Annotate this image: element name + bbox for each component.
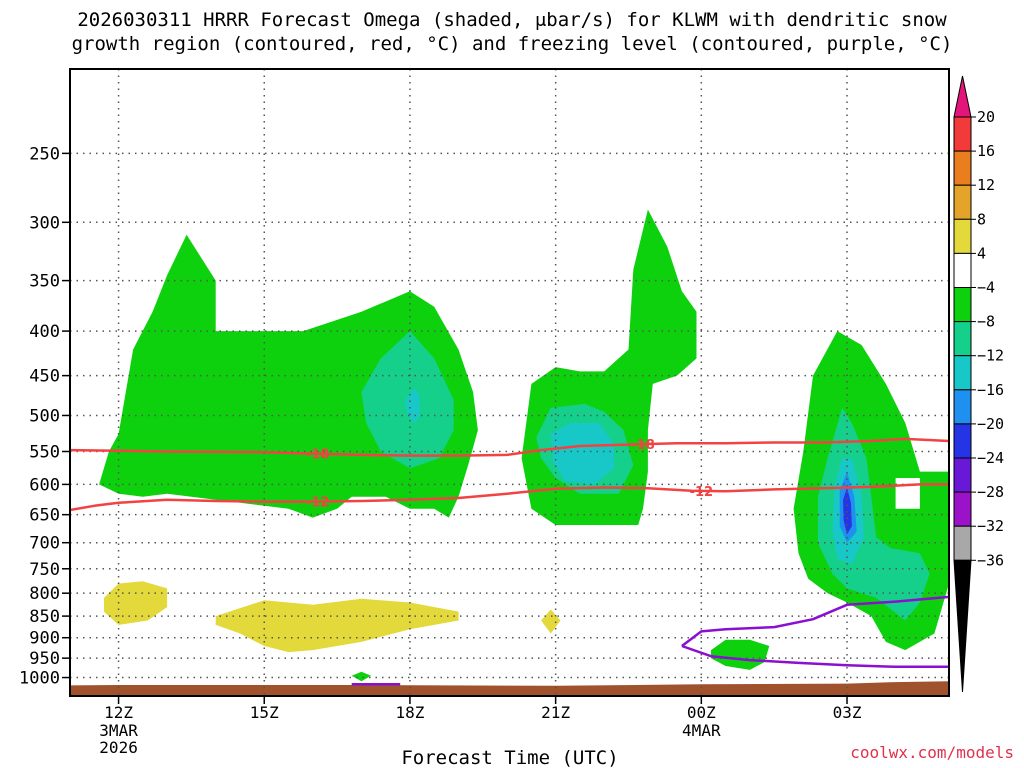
colorbar-tick-label: 20 xyxy=(977,108,995,126)
isotherm-label: -12 xyxy=(306,496,330,511)
green-region-e xyxy=(351,671,372,682)
colorbar-tick-label: 8 xyxy=(977,210,986,228)
y-tick-label: 600 xyxy=(29,475,60,495)
colorbar-tick-label: 12 xyxy=(977,176,995,194)
y-tick-label: 250 xyxy=(29,144,60,164)
colorbar-bin xyxy=(953,525,972,561)
colorbar-bin xyxy=(953,321,972,357)
colorbar-tick-label: −28 xyxy=(977,483,1004,501)
y-tick-label: 700 xyxy=(29,534,60,554)
colorbar-bin xyxy=(953,355,972,391)
cyan-region-a xyxy=(405,388,420,423)
colorbar-tick-label: −4 xyxy=(977,279,995,297)
x-tick-sublabel: 4MAR xyxy=(682,721,721,740)
green-region-d xyxy=(711,639,770,670)
colorbar-tick-label: 4 xyxy=(977,244,986,262)
yellow-region-a xyxy=(104,581,168,625)
colorbar-tick-label: −12 xyxy=(977,347,1004,365)
y-tick-label: 500 xyxy=(29,406,60,426)
isotherm-contour-minus12 xyxy=(69,483,949,512)
x-tick-sublabel: 2026 xyxy=(99,738,138,757)
isotherm-contour-minus18 xyxy=(69,437,950,457)
colorbar-tick-label: 16 xyxy=(977,142,995,160)
colorbar-bin xyxy=(953,423,972,459)
x-tick-sublabel: 3MAR xyxy=(99,721,138,740)
y-tick-label: 550 xyxy=(29,443,60,463)
y-tick-label: 650 xyxy=(29,506,60,526)
colorbar-bin xyxy=(953,389,972,425)
colorbar-bin xyxy=(953,287,972,323)
cyan-region-b xyxy=(550,423,614,485)
pressure-axis: 2503003504004505005506006507007508008509… xyxy=(19,144,70,689)
contour-layer: -18 -18 -12 -12 xyxy=(69,437,950,686)
freezing-level-contour-upper xyxy=(681,595,950,647)
colorbar-bin xyxy=(953,150,972,186)
y-tick-label: 800 xyxy=(29,584,60,604)
colorbar-tick-label: −8 xyxy=(977,313,995,331)
gridlines xyxy=(70,69,949,696)
chart-title-line-1: 2026030311 HRRR Forecast Omega (shaded, … xyxy=(77,9,947,31)
y-tick-label: 1000 xyxy=(19,669,60,689)
y-tick-label: 350 xyxy=(29,272,60,292)
y-tick-label: 400 xyxy=(29,322,60,342)
colorbar-bin xyxy=(953,457,972,493)
terrain-layer xyxy=(70,681,949,696)
colorbar-bin xyxy=(953,116,972,152)
x-tick-label: 21Z xyxy=(541,703,570,722)
y-tick-label: 850 xyxy=(29,607,60,627)
x-tick-label: 18Z xyxy=(395,703,424,722)
freezing-level-contour-lower xyxy=(681,644,949,669)
colorbar-tick-label: −24 xyxy=(977,449,1004,467)
colorbar-top-arrow xyxy=(953,75,972,118)
colorbar-bin xyxy=(953,218,972,254)
credit-text[interactable]: coolwx.com/models xyxy=(850,743,1014,762)
y-tick-label: 900 xyxy=(29,629,60,649)
plot-frame xyxy=(69,68,950,697)
x-tick-label: 15Z xyxy=(250,703,279,722)
y-tick-label: 450 xyxy=(29,367,60,387)
colorbar-bin xyxy=(953,491,972,527)
colorbar-bin xyxy=(953,184,972,220)
x-tick-label: 03Z xyxy=(833,703,862,722)
yellow-region-b xyxy=(215,598,459,653)
x-tick-label: 12Z xyxy=(104,703,133,722)
colorbar-tick-label: −20 xyxy=(977,415,1004,433)
terrain-fill xyxy=(70,681,949,696)
y-tick-label: 750 xyxy=(29,560,60,580)
colorbar-bin xyxy=(953,252,972,288)
colorbar-bottom-arrow xyxy=(953,559,972,693)
x-axis-title: Forecast Time (UTC) xyxy=(401,747,618,768)
isotherm-label: -12 xyxy=(690,485,714,500)
colorbar-tick-label: −32 xyxy=(977,517,1004,535)
colorbar: 20 16 12 8 4 −4 −8 −12 −16 −20 −24 −28 −32 −36 xyxy=(953,75,1004,693)
x-tick-label: 00Z xyxy=(687,703,716,722)
omega-shading-layer xyxy=(99,209,949,682)
y-tick-label: 950 xyxy=(29,649,60,669)
white-hole-c xyxy=(895,478,920,509)
isotherm-label: -18 xyxy=(631,438,655,453)
chart-title-line-2: growth region (contoured, red, °C) and f… xyxy=(71,33,953,55)
isotherm-label: -18 xyxy=(306,448,330,463)
y-tick-label: 300 xyxy=(29,213,60,233)
colorbar-tick-label: −36 xyxy=(977,551,1004,569)
colorbar-tick-label: −16 xyxy=(977,381,1004,399)
